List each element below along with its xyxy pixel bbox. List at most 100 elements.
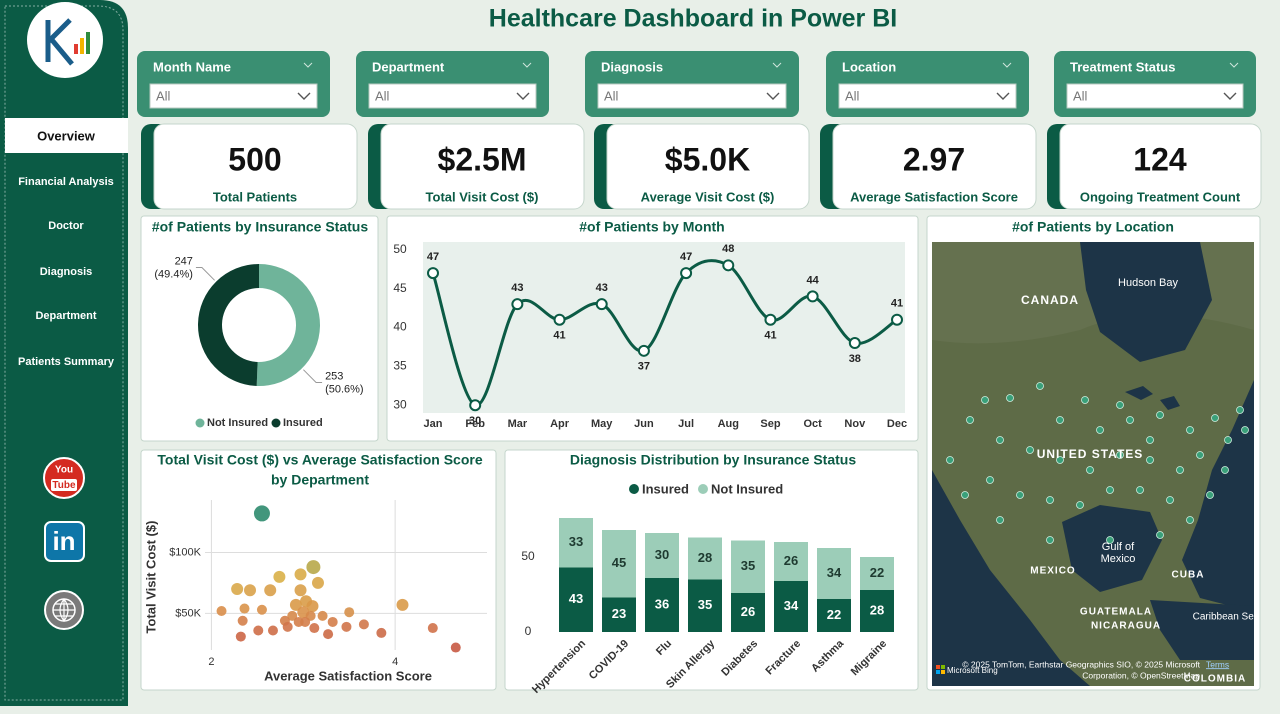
point[interactable] <box>282 621 293 632</box>
nav-item[interactable]: Diagnosis <box>40 266 93 278</box>
point[interactable] <box>344 607 355 618</box>
point[interactable] <box>239 603 250 614</box>
point[interactable] <box>306 600 319 613</box>
point[interactable] <box>264 584 277 597</box>
nav-item[interactable]: Department <box>35 310 96 322</box>
point[interactable] <box>231 583 244 596</box>
point[interactable] <box>848 337 861 350</box>
location-marker[interactable] <box>1081 396 1089 404</box>
point[interactable] <box>253 505 270 522</box>
location-marker[interactable] <box>1156 531 1164 539</box>
point[interactable] <box>309 623 320 634</box>
location-marker[interactable] <box>966 416 974 424</box>
location-marker[interactable] <box>1186 516 1194 524</box>
location-marker[interactable] <box>1056 416 1064 424</box>
bar-segment[interactable] <box>645 578 679 632</box>
filter-dropdown[interactable] <box>368 83 537 109</box>
point[interactable] <box>287 610 298 621</box>
bar-segment[interactable] <box>817 599 851 632</box>
nav-item[interactable]: Doctor <box>48 220 84 232</box>
location-marker[interactable] <box>1106 536 1114 544</box>
bar-segment[interactable] <box>860 557 894 590</box>
point[interactable] <box>341 621 352 632</box>
location-marker[interactable] <box>1156 411 1164 419</box>
point[interactable] <box>306 560 321 575</box>
point[interactable] <box>450 642 461 653</box>
point[interactable] <box>244 584 257 597</box>
point[interactable] <box>294 584 307 597</box>
location-marker[interactable] <box>1016 491 1024 499</box>
point[interactable] <box>253 625 264 636</box>
bar-segment[interactable] <box>731 540 765 594</box>
point[interactable] <box>427 623 438 634</box>
point[interactable] <box>358 619 369 630</box>
bar-segment[interactable] <box>774 542 808 581</box>
location-marker[interactable] <box>1221 466 1229 474</box>
location-marker[interactable] <box>1196 451 1204 459</box>
nav-item[interactable]: Overview <box>37 128 96 143</box>
location-marker[interactable] <box>1236 406 1244 414</box>
location-marker[interactable] <box>1241 426 1249 434</box>
location-marker[interactable] <box>946 456 954 464</box>
location-marker[interactable] <box>1116 401 1124 409</box>
point[interactable] <box>294 568 307 581</box>
location-marker[interactable] <box>1106 486 1114 494</box>
legend-label[interactable]: Insured <box>283 417 323 429</box>
map-terms[interactable]: Terms <box>1206 659 1229 669</box>
location-marker[interactable] <box>986 476 994 484</box>
bar-segment[interactable] <box>602 530 636 598</box>
point[interactable] <box>427 267 439 280</box>
location-marker[interactable] <box>1046 496 1054 504</box>
filter-dropdown[interactable] <box>1066 83 1244 109</box>
linkedin-icon[interactable] <box>44 521 85 562</box>
point[interactable] <box>396 598 409 611</box>
location-marker[interactable] <box>1126 416 1134 424</box>
bar-segment[interactable] <box>731 593 765 632</box>
location-marker[interactable] <box>996 436 1004 444</box>
point[interactable] <box>680 267 693 280</box>
location-marker[interactable] <box>1186 426 1194 434</box>
location-marker[interactable] <box>981 396 989 404</box>
nav-item[interactable]: Patients Summary <box>18 356 115 368</box>
location-marker[interactable] <box>1224 436 1232 444</box>
legend-label[interactable]: Insured <box>642 481 689 496</box>
bar-segment[interactable] <box>774 581 808 632</box>
point[interactable] <box>311 576 324 589</box>
location-marker[interactable] <box>1146 436 1154 444</box>
location-marker[interactable] <box>1056 456 1064 464</box>
location-marker[interactable] <box>1086 466 1094 474</box>
filter-dropdown[interactable] <box>597 83 787 109</box>
location-marker[interactable] <box>1026 446 1034 454</box>
bar-segment[interactable] <box>860 590 894 632</box>
point[interactable] <box>317 610 328 621</box>
location-marker[interactable] <box>1176 466 1184 474</box>
nav-item[interactable]: Financial Analysis <box>18 176 114 188</box>
bar-segment[interactable] <box>688 537 722 580</box>
point[interactable] <box>323 629 334 640</box>
filter-dropdown[interactable] <box>838 83 1017 109</box>
point[interactable] <box>376 627 387 638</box>
point[interactable] <box>216 605 227 616</box>
point[interactable] <box>806 290 819 303</box>
point[interactable] <box>327 616 338 627</box>
point[interactable] <box>553 313 566 326</box>
bar-segment[interactable] <box>645 533 679 578</box>
bar-segment[interactable] <box>817 548 851 599</box>
location-marker[interactable] <box>1036 382 1044 390</box>
point[interactable] <box>764 313 777 326</box>
location-marker[interactable] <box>1166 496 1174 504</box>
bar-segment[interactable] <box>602 597 636 633</box>
point[interactable] <box>595 298 608 311</box>
location-marker[interactable] <box>1006 394 1014 402</box>
location-marker[interactable] <box>1146 456 1154 464</box>
location-marker[interactable] <box>1046 536 1054 544</box>
bar-segment[interactable] <box>688 579 722 633</box>
point[interactable] <box>267 625 278 636</box>
point[interactable] <box>235 631 246 642</box>
location-marker[interactable] <box>961 491 969 499</box>
bar-segment[interactable] <box>559 567 593 633</box>
point[interactable] <box>891 313 903 326</box>
location-marker[interactable] <box>1206 491 1214 499</box>
point[interactable] <box>722 259 735 272</box>
point[interactable] <box>511 298 524 311</box>
